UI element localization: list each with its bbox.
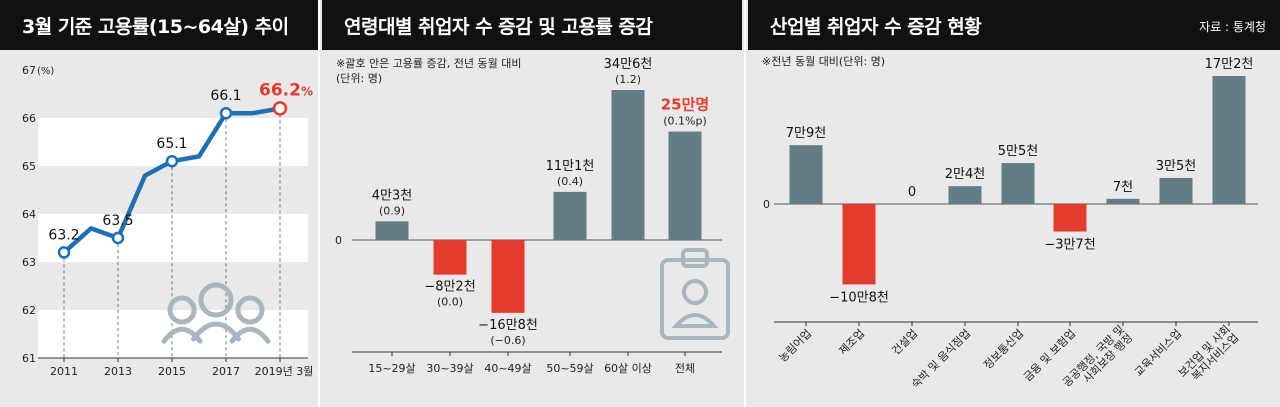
data-label: 7천: [1113, 180, 1133, 195]
data-label: 2만4천: [945, 167, 985, 182]
data-label: 7만9천: [786, 126, 826, 141]
x-tick-label: 2011: [50, 365, 78, 378]
data-label: 66.1: [210, 88, 241, 104]
x-tick-label: 2013: [104, 365, 132, 378]
panel-header: 3월 기준 고용률(15~64살) 추이: [0, 0, 318, 50]
chart-title: 산업별 취업자 수 증감 현황: [770, 16, 982, 38]
x-tick-label: 60살 이상: [604, 362, 652, 375]
x-tick-label: 30~39살: [426, 362, 473, 375]
data-label: 0: [908, 185, 916, 200]
x-tick-label: 제조업: [836, 327, 867, 358]
bar: [553, 191, 587, 240]
panel-divider: [318, 0, 320, 407]
bar: [1106, 198, 1140, 204]
badge-clip: [681, 248, 709, 268]
y-unit-label: (%): [37, 66, 54, 77]
id-badge-icon: [660, 248, 730, 340]
badge-head: [682, 279, 708, 305]
note-line: ※괄호 안은 고용률 증감, 전년 동월 대비: [336, 57, 522, 70]
x-tick-label: 50~59살: [546, 362, 593, 375]
industry-panel: 산업별 취업자 수 증감 현황 자료 : 통계청 ※전년 동월 대비(단위: 명…: [748, 0, 1280, 407]
data-label: 17만2천: [1205, 57, 1254, 72]
bar: [842, 204, 876, 285]
data-label: 65.1: [156, 136, 187, 152]
badge-body: [671, 313, 719, 328]
bar: [611, 90, 645, 240]
panel-header: 연령대별 취업자 수 증감 및 고용률 증감: [322, 0, 742, 50]
x-tick-label: 2019년 3월: [255, 365, 314, 378]
bar: [1053, 204, 1087, 232]
data-label: 66.2%: [259, 80, 313, 100]
person-head: [167, 295, 197, 325]
y-tick-label: 67: [22, 64, 36, 77]
chart-note: ※괄호 안은 고용률 증감, 전년 동월 대비 (단위: 명): [336, 56, 522, 86]
data-label: 63.2: [48, 227, 79, 243]
data-point: [165, 154, 179, 168]
data-label: 5만5천: [998, 144, 1038, 159]
zero-label: 0: [335, 234, 342, 247]
bar: [1212, 76, 1246, 204]
bar: [375, 221, 409, 240]
panel-divider: [744, 0, 746, 407]
x-tick-label: 2015: [158, 365, 186, 378]
x-tick-label: 40~49살: [484, 362, 531, 375]
employment-rate-chart: 61 62 63 64 65 66 67 (%) 2011 2013 2015 2017 2019년 3…: [22, 64, 314, 378]
x-tick-label: 전체: [675, 362, 695, 375]
person-body: [191, 321, 241, 342]
data-label: −8만2천: [424, 280, 475, 295]
unit-line: (단위: 명): [336, 72, 383, 85]
bar: [1159, 177, 1193, 204]
bar: [1001, 163, 1035, 204]
data-label: 4만3천: [372, 188, 412, 203]
chart-title: 연령대별 취업자 수 증감 및 고용률 증감: [344, 16, 653, 38]
y-tick-label: 65: [22, 160, 36, 173]
x-tick-label: 건설업: [889, 327, 920, 358]
x-tick-label: 15~29살: [368, 362, 415, 375]
source-label: 자료 : 통계청: [1199, 20, 1266, 34]
data-label: 25만명: [661, 96, 709, 114]
age-group-chart: 0 4만3천(0.9) 15~29살 −8만2천(0.0) 30~39살 −16만8천(−…: [335, 57, 730, 375]
x-tick-label: 정보통신업: [981, 327, 1026, 372]
y-tick-label: 61: [22, 352, 36, 365]
data-point: [219, 106, 233, 120]
data-point: [272, 101, 288, 116]
sub-label: (0.9): [379, 204, 405, 217]
person-head: [235, 295, 265, 325]
data-label: −16만8천: [478, 318, 538, 333]
data-label: −10만8천: [829, 290, 889, 305]
bar: [668, 131, 702, 240]
badge-frame: [660, 258, 730, 340]
sub-label: (1.2): [615, 73, 641, 86]
zero-label: 0: [763, 198, 770, 211]
y-tick-label: 63: [22, 256, 36, 269]
data-label: −3만7천: [1044, 238, 1095, 253]
sub-label: (−0.6): [490, 334, 525, 347]
age-group-panel: 연령대별 취업자 수 증감 및 고용률 증감 ※괄호 안은 고용률 증감, 전년…: [322, 0, 742, 407]
person-head: [198, 282, 234, 318]
panel-header: 산업별 취업자 수 증감 현황 자료 : 통계청: [748, 0, 1280, 50]
chart-title: 3월 기준 고용률(15~64살) 추이: [22, 16, 289, 38]
bar: [433, 240, 467, 275]
sub-label: (0.4): [557, 175, 583, 188]
bar: [948, 186, 982, 204]
data-point: [57, 246, 71, 259]
employment-rate-panel: 3월 기준 고용률(15~64살) 추이 61 62 63 64 65 66 67 (%) 20…: [0, 0, 318, 407]
sub-label: (0.1%p): [663, 115, 707, 128]
y-tick-label: 64: [22, 208, 36, 221]
people-icon: [161, 282, 271, 344]
data-label: 63.5: [102, 213, 133, 229]
x-tick-label: 2017: [212, 365, 240, 378]
data-label: 11만1천: [546, 159, 595, 174]
x-tick-label: 농림어업: [776, 327, 814, 365]
y-tick-label: 62: [22, 304, 36, 317]
y-tick-label: 66: [22, 112, 36, 125]
data-label: 3만5천: [1156, 159, 1196, 174]
bar: [789, 145, 823, 204]
data-label: 34만6천: [604, 57, 653, 72]
sub-label: (0.0): [437, 296, 463, 309]
data-point: [111, 231, 125, 245]
chart-note: ※전년 동월 대비(단위: 명): [762, 55, 886, 68]
bar: [491, 240, 525, 313]
